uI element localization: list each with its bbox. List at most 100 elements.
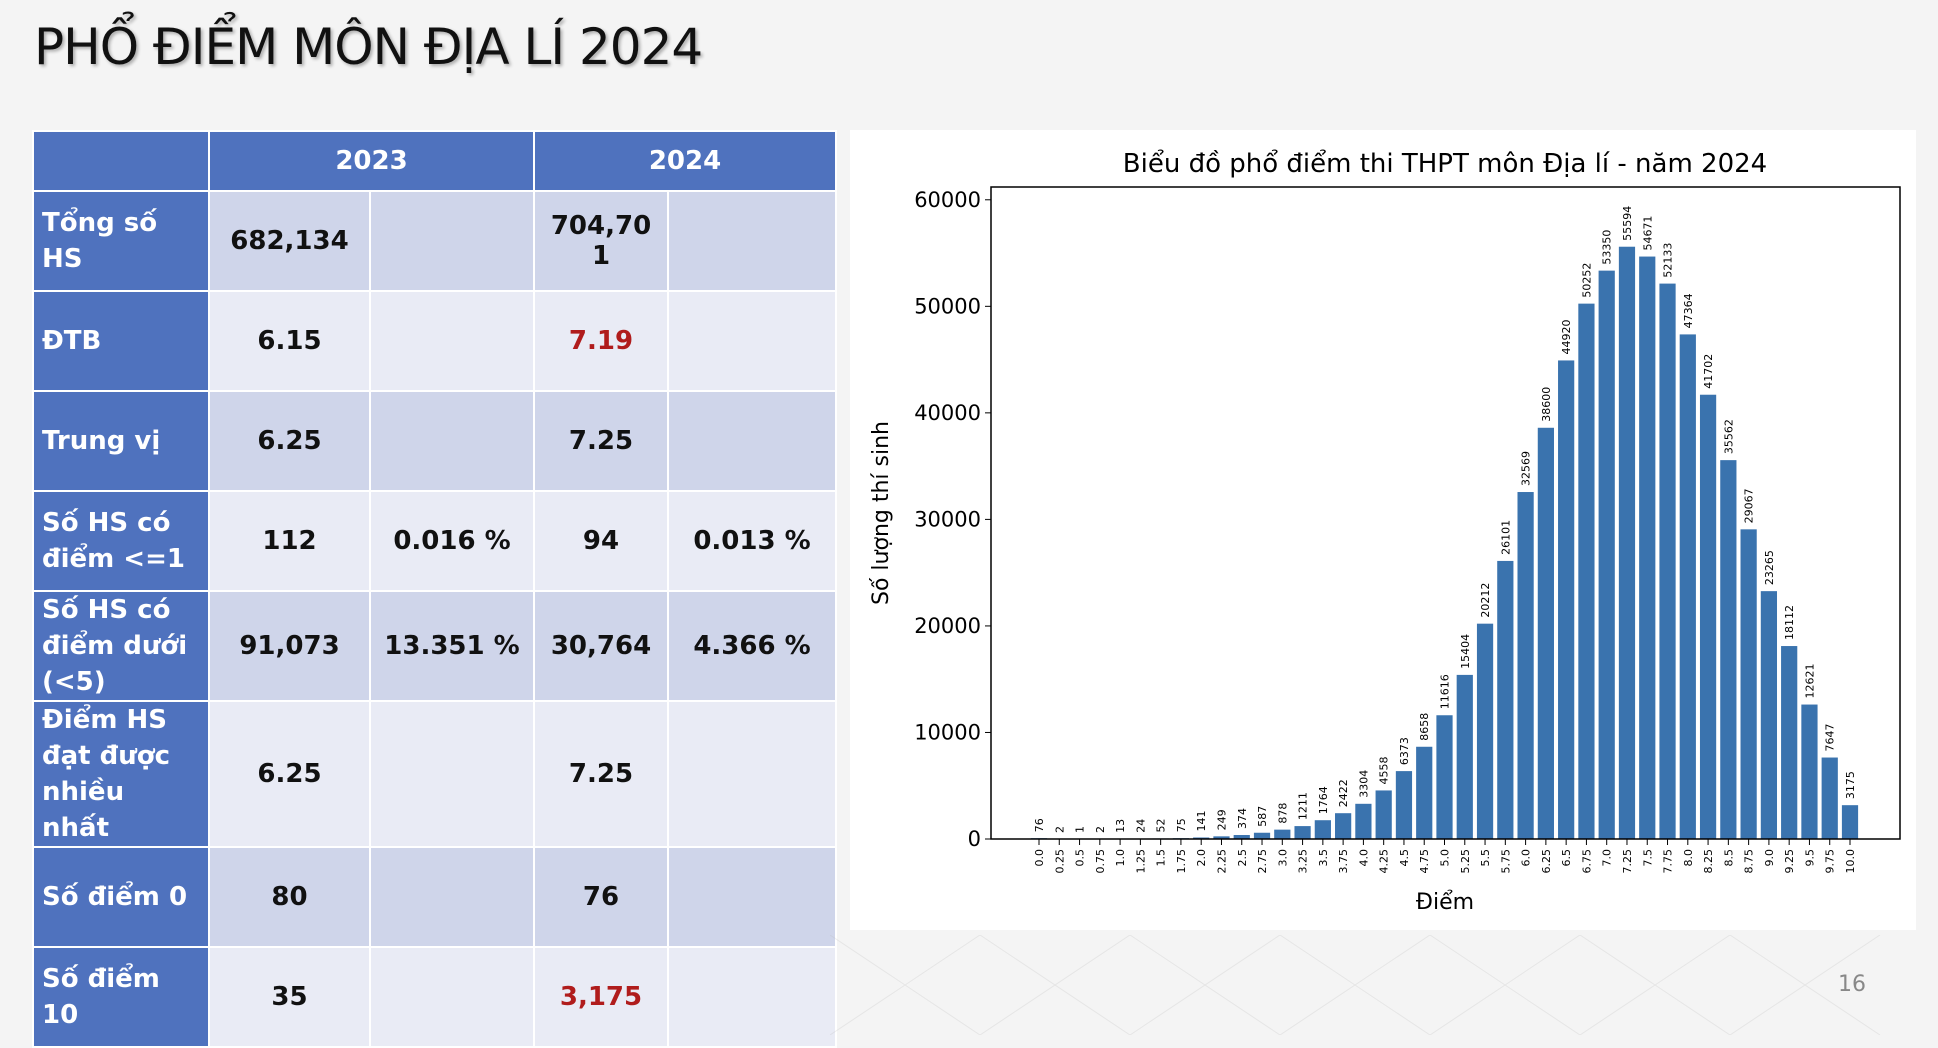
x-tick-label: 0.5 [1074,849,1087,867]
value-2023: 91,073 [209,591,370,701]
bar-data-label: 7647 [1824,724,1837,752]
bar [1801,705,1817,839]
bar [1416,747,1432,839]
bar [1254,833,1270,839]
bar [1659,284,1675,839]
bar [1436,715,1452,839]
bar-data-label: 18112 [1783,605,1796,640]
bar [1457,675,1473,839]
x-tick-label: 2.0 [1195,849,1208,867]
value-2024: 7.19 [534,291,668,391]
x-tick-label: 1.5 [1155,849,1168,867]
value-2024: 7.25 [534,391,668,491]
bar-data-label: 52 [1155,818,1168,832]
bar-data-label: 38600 [1540,387,1553,422]
x-tick-label: 8.25 [1702,849,1715,874]
bar-data-label: 12621 [1803,664,1816,699]
header-2023: 2023 [209,131,534,191]
x-tick-label: 7.0 [1601,849,1614,867]
x-tick-label: 9.25 [1783,849,1796,874]
bar-data-label: 52133 [1662,243,1675,278]
x-tick-label: 7.75 [1662,849,1675,874]
x-tick-label: 1.75 [1175,849,1188,874]
bar [1335,813,1351,839]
bar [1619,247,1635,839]
bar [1720,460,1736,839]
bar-data-label: 13 [1114,819,1127,833]
bar-data-label: 23265 [1763,550,1776,585]
x-tick-label: 8.5 [1722,849,1735,867]
x-tick-label: 3.25 [1297,849,1310,874]
y-tick-label: 60000 [914,188,981,212]
bar-data-label: 3175 [1844,771,1857,799]
bar-data-label: 20212 [1479,583,1492,618]
chart-title: Biểu đồ phổ điểm thi THPT môn Địa lí - n… [1123,148,1767,179]
header-2024: 2024 [534,131,836,191]
x-tick-label: 5.0 [1439,849,1452,867]
bar-data-label: 11616 [1439,674,1452,709]
table-header-row: 2023 2024 [33,131,836,191]
y-tick-label: 20000 [914,614,981,638]
bar [1294,826,1310,839]
bar-data-label: 76 [1033,818,1046,832]
bar-data-label: 44920 [1560,319,1573,354]
row-label: Trung vị [33,391,209,491]
value-2024: 704,70 1 [534,191,668,291]
value-2024: 7.25 [534,701,668,847]
y-tick-label: 10000 [914,720,981,744]
percent-2023: 0.016 % [370,491,534,591]
page-title: PHỔ ĐIỂM MÔN ĐỊA LÍ 2024 [34,18,702,76]
bar-data-label: 1211 [1297,792,1310,820]
bar-data-label: 53350 [1601,230,1614,265]
x-tick-label: 0.75 [1094,849,1107,874]
x-tick-label: 5.25 [1459,849,1472,874]
percent-2023 [370,701,534,847]
x-tick-label: 9.75 [1824,849,1837,874]
percent-2024 [668,847,836,947]
bar [1274,830,1290,839]
value-2024: 3,175 [534,947,668,1047]
bar-data-label: 249 [1215,809,1228,830]
bar-data-label: 24 [1134,819,1147,833]
y-tick-label: 0 [968,827,981,851]
bar [1822,758,1838,839]
bar-data-label: 3304 [1357,770,1370,798]
y-axis-label: Số lượng thí sinh [869,421,894,605]
value-2023: 35 [209,947,370,1047]
bar-data-label: 4558 [1378,756,1391,784]
bar [1578,304,1594,839]
row-label: Số điểm 10 [33,947,209,1047]
bar [1558,360,1574,839]
bar-data-label: 2 [1094,826,1107,833]
x-tick-label: 4.0 [1357,849,1370,867]
percent-2023 [370,191,534,291]
percent-2024 [668,191,836,291]
bar [1517,492,1533,839]
bar [1355,804,1371,839]
percent-2024 [668,291,836,391]
value-2023: 112 [209,491,370,591]
bar-data-label: 29067 [1743,488,1756,523]
bar [1599,271,1615,839]
x-tick-label: 9.0 [1763,849,1776,867]
percent-2023 [370,391,534,491]
bar [1761,591,1777,839]
percent-2024: 4.366 % [668,591,836,701]
x-tick-label: 4.5 [1398,849,1411,867]
bar-data-label: 1764 [1317,786,1330,814]
bar-data-label: 32569 [1520,451,1533,486]
percent-2024: 0.013 % [668,491,836,591]
value-2023: 6.25 [209,701,370,847]
x-tick-label: 0.0 [1033,849,1046,867]
bar-data-label: 587 [1256,806,1269,827]
x-tick-label: 8.75 [1743,849,1756,874]
percent-2023 [370,291,534,391]
x-tick-label: 7.5 [1641,849,1654,867]
